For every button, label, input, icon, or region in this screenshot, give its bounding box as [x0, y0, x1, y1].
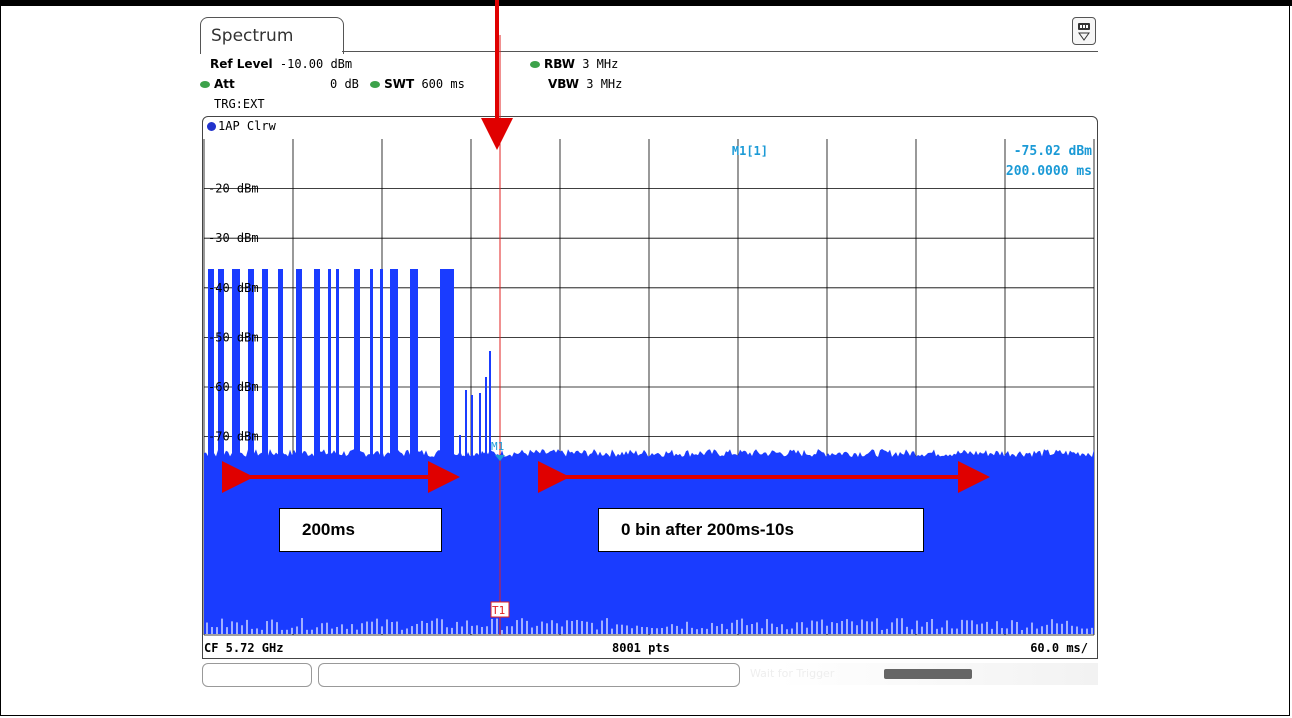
y-axis-label: -40 dBm [208, 281, 259, 295]
att-label: Att [214, 77, 235, 91]
y-axis-label: -50 dBm [208, 330, 259, 344]
ref-level-label: Ref Level [210, 57, 273, 71]
trace-burst [440, 269, 454, 459]
marker-readout-time: 200.0000 ms [1006, 164, 1092, 179]
rbw-setting[interactable]: RBW 3 MHz [530, 57, 618, 71]
trace-burst [232, 269, 240, 459]
y-axis-label: -30 dBm [208, 231, 259, 245]
marker-readout-name: M1[1] [732, 144, 768, 158]
progress-indicator [884, 669, 972, 679]
marker-readout-level: -75.02 dBm [1014, 144, 1092, 159]
trigger-t1-label: T1 [492, 604, 505, 617]
status-field-message[interactable] [318, 663, 740, 687]
trace-label: 1AP Clrw [207, 119, 276, 133]
vbw-value: 3 MHz [586, 77, 623, 91]
swt-status-led [370, 81, 381, 88]
trace-burst [208, 269, 214, 459]
rbw-value: 3 MHz [582, 57, 619, 71]
ref-level-setting[interactable]: Ref Level -10.00 dBm [210, 57, 352, 71]
center-frequency: CF 5.72 GHz [204, 641, 284, 655]
trace-burst [296, 269, 302, 459]
tab-spectrum-label: Spectrum [211, 26, 294, 46]
trace-burst [370, 269, 373, 459]
ref-level-value: -10.00 dBm [279, 57, 353, 71]
trace-burst [328, 269, 331, 459]
att-status-led [200, 81, 210, 88]
trigger-t1-box[interactable] [490, 601, 510, 618]
trace-burst [410, 269, 418, 459]
att-setting[interactable]: Att [200, 77, 235, 91]
tab-spectrum[interactable]: Spectrum [200, 17, 344, 54]
trace-burst [390, 269, 398, 459]
trace-burst [248, 269, 254, 459]
trace-label-text: 1AP Clrw [218, 119, 276, 133]
trace-burst [354, 269, 360, 459]
vbw-label: VBW [548, 77, 580, 91]
trace-burst [218, 269, 224, 459]
trace-burst [336, 269, 339, 459]
y-axis-label: -60 dBm [208, 380, 259, 394]
y-axis-label: -70 dBm [208, 430, 259, 444]
swt-value: 600 ms [421, 77, 465, 91]
trace-noise-edge [204, 449, 1094, 459]
rbw-status-led [530, 61, 540, 68]
status-field-left[interactable] [202, 663, 312, 687]
annotation-right-label: 0 bin after 200ms-10s [598, 508, 924, 552]
tab-divider [342, 51, 1098, 52]
softkey-menu-icon [1078, 23, 1090, 41]
status-field-trigger: Wait for Trigger [744, 663, 1098, 685]
trace-burst [380, 269, 383, 459]
trace-burst [262, 269, 268, 459]
y-axis-labels: -20 dBm -30 dBm -40 dBm -50 dBm -60 dBm -70 d… [208, 182, 259, 444]
trace-burst [314, 269, 320, 459]
rbw-label: RBW [544, 57, 575, 71]
trigger-value: TRG:EXT [214, 97, 265, 111]
marker-m1-icon[interactable] [495, 455, 505, 461]
frame-top-bar [0, 0, 1292, 6]
softkey-menu-button[interactable] [1072, 17, 1096, 45]
graph-footer: CF 5.72 GHz 8001 pts 60.0 ms/ [202, 641, 1094, 657]
status-message: Wait for Trigger [750, 667, 835, 680]
vbw-setting[interactable]: VBW 3 MHz [548, 77, 622, 91]
trace-burst [278, 269, 283, 459]
time-per-division: 60.0 ms/ [1030, 641, 1088, 655]
spectrum-window: Spectrum Ref Level -10.00 dBm RBW 3 MHz … [200, 15, 1098, 689]
annotation-left-label: 200ms [279, 508, 442, 552]
trace-indicator-icon [207, 122, 216, 131]
sweep-points: 8001 pts [612, 641, 670, 655]
att-value-group: 0 dB SWT 600 ms [330, 77, 465, 91]
trigger-setting: TRG:EXT [214, 97, 265, 111]
att-value: 0 dB [330, 77, 359, 91]
y-axis-label: -20 dBm [208, 182, 259, 196]
marker-m1-plot-label: M1 [491, 440, 504, 453]
swt-label: SWT [384, 77, 415, 91]
